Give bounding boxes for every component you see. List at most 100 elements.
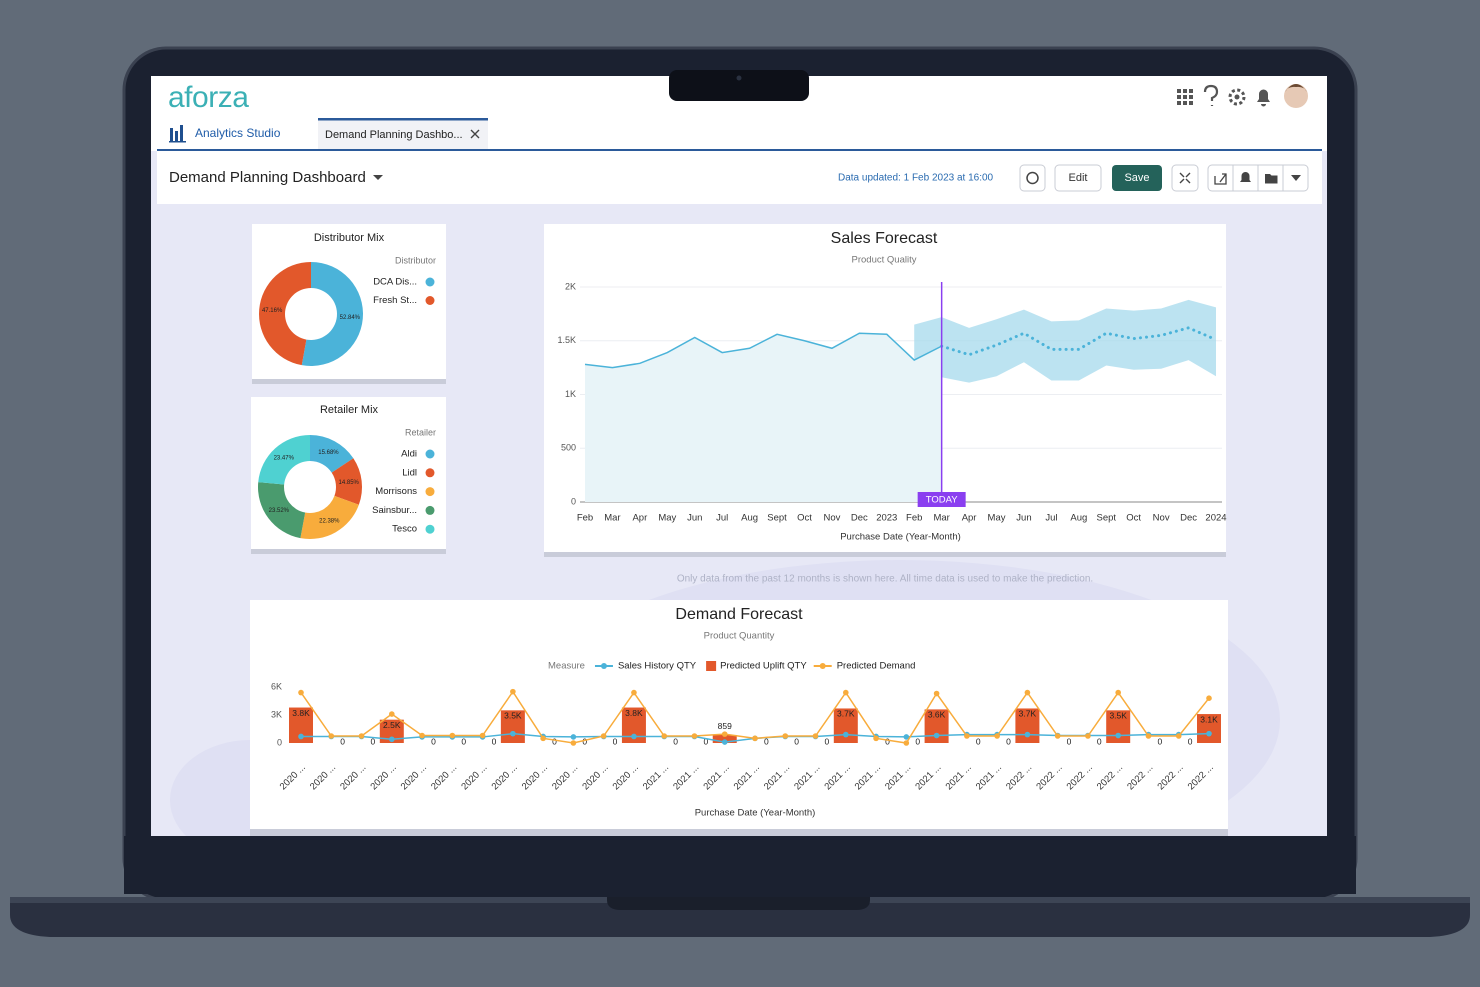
dot — [1189, 101, 1193, 105]
bar-label: 0 — [794, 736, 799, 746]
x-tick-label: Apr — [962, 513, 977, 524]
settings-icon[interactable] — [1228, 88, 1246, 106]
series-point — [510, 688, 516, 695]
bar-label: 0 — [431, 736, 436, 746]
legend-swatch — [819, 663, 826, 669]
data-updated: Data updated: 1 Feb 2023 at 16:00 — [838, 173, 994, 184]
x-tick-label: May — [658, 513, 676, 524]
uplift-bar — [712, 734, 737, 743]
bar-label: 0 — [703, 736, 708, 746]
button-bg — [1019, 164, 1046, 192]
title-dropdown[interactable] — [373, 175, 383, 180]
series-point — [1206, 730, 1212, 737]
tab-underline — [157, 149, 1322, 151]
y-tick-label: 1.5K — [557, 335, 576, 345]
series-point — [631, 733, 637, 740]
series-point — [419, 732, 425, 739]
series-point — [1085, 733, 1091, 739]
chart-title: Distributor Mix — [314, 232, 385, 244]
bar-label: 3.7K — [837, 709, 855, 719]
tab-bg — [318, 118, 488, 150]
bar-label: 0 — [1157, 736, 1162, 746]
bar-label: 3.7K — [1019, 709, 1037, 719]
dot — [1177, 101, 1181, 105]
bar-label: 0 — [825, 736, 830, 746]
subscribe-button[interactable] — [1240, 172, 1251, 182]
today-badge — [917, 492, 966, 507]
x-tick-label: 2023 — [876, 513, 897, 524]
demand-forecast-card — [250, 600, 1228, 836]
legend-label: Predicted Uplift QTY — [720, 661, 807, 672]
forecast-band — [914, 299, 1216, 387]
y-tick-label: 0 — [571, 496, 576, 506]
series-point — [933, 732, 940, 739]
bar-label: 2.5K — [383, 720, 401, 730]
dot — [1189, 89, 1193, 93]
help-icon[interactable] — [1203, 84, 1219, 106]
tab-analytics[interactable]: Analytics Studio — [169, 125, 281, 143]
series-point — [752, 735, 758, 742]
series-point — [994, 733, 1000, 739]
y-tick-label: 0 — [277, 737, 282, 747]
bar-label: 0 — [1006, 736, 1011, 746]
notification-icon[interactable] — [1257, 89, 1270, 107]
slice-label: 23.52% — [269, 508, 290, 514]
save-button[interactable]: Save — [1112, 165, 1162, 191]
series-point — [1175, 733, 1182, 739]
bar-label: 0 — [492, 736, 497, 746]
legend-label: Sales History QTY — [618, 661, 697, 672]
tab-label: Demand Planning Dashbo... — [325, 129, 463, 141]
legend-label: Sainsbur... — [372, 505, 417, 516]
bar-label: 3.8K — [625, 708, 643, 718]
donut-slice — [301, 262, 363, 366]
bar-label: 3.5K — [504, 711, 522, 721]
fullscreen-button[interactable] — [1171, 164, 1199, 192]
avatar[interactable] — [1282, 82, 1310, 110]
x-tick-label: Jun — [1016, 513, 1031, 524]
bar-label: 0 — [552, 736, 557, 746]
dot — [1183, 89, 1187, 93]
series-point — [1115, 732, 1121, 739]
x-tick-label: Jul — [716, 513, 728, 524]
series-point — [964, 733, 970, 739]
edit-button[interactable]: Edit — [1054, 164, 1102, 192]
series-point — [933, 690, 940, 697]
legend-label: Lidl — [402, 467, 417, 478]
legend-swatch — [706, 661, 717, 671]
tab-dashboard[interactable]: Demand Planning Dashbo... — [318, 118, 488, 150]
legend-label: Fresh St... — [373, 295, 417, 306]
legend-label: Aldi — [401, 449, 417, 460]
slice-label: 22.38% — [319, 518, 340, 524]
laptop-base — [10, 897, 1470, 937]
series-point — [1054, 733, 1061, 739]
x-tick-label: Jul — [1045, 513, 1057, 524]
chart-subtitle: Product Quantity — [704, 631, 775, 642]
series-point — [1115, 689, 1121, 696]
series-point — [903, 734, 910, 740]
dot — [1177, 89, 1181, 93]
series-point — [873, 735, 879, 742]
series-point — [903, 740, 910, 746]
app-launcher-icon[interactable] — [1177, 89, 1193, 105]
close-tab-icon[interactable] — [470, 129, 480, 139]
button-bg — [1054, 164, 1102, 192]
series-point — [298, 689, 304, 696]
logo[interactable]: aforza — [168, 81, 250, 114]
slice-label: 23.47% — [274, 456, 295, 462]
folder-button[interactable] — [1265, 174, 1278, 184]
legend-swatch — [425, 524, 435, 534]
share-button[interactable] — [1214, 173, 1227, 185]
bar-label: 0 — [673, 736, 678, 746]
theme-button[interactable] — [1019, 164, 1046, 192]
icon-bar — [175, 131, 178, 141]
series-point — [782, 733, 789, 739]
series-point — [540, 735, 546, 742]
x-tick-label: 2024 — [1205, 513, 1226, 524]
bar-label: 0 — [371, 736, 376, 746]
series-point — [449, 732, 456, 739]
dot — [1177, 95, 1181, 99]
series-point — [389, 736, 395, 743]
more-button[interactable] — [1291, 175, 1301, 181]
x-tick-label: Mar — [604, 513, 620, 524]
